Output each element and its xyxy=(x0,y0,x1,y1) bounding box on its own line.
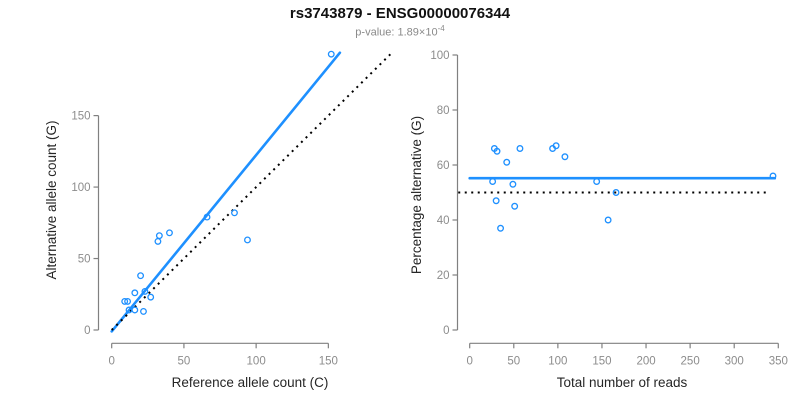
y-axis-tick-label: 150 xyxy=(71,111,90,123)
x-axis-tick-label: 250 xyxy=(681,355,700,367)
y-axis-tick-label: 40 xyxy=(437,215,450,227)
data-point xyxy=(231,209,238,217)
x-axis-tick-label: 200 xyxy=(636,355,655,367)
y-axis-tick-label: 50 xyxy=(78,254,91,266)
data-point xyxy=(131,289,139,297)
data-point xyxy=(327,50,335,58)
data-point xyxy=(489,178,497,185)
data-point xyxy=(140,307,147,315)
x-axis-tick-label: 50 xyxy=(507,355,520,367)
x-axis-title: Reference allele count (C) xyxy=(172,375,329,390)
data-point xyxy=(203,213,211,221)
y-axis-tick-label: 60 xyxy=(437,160,450,172)
identity-line xyxy=(110,53,392,331)
x-axis-tick-label: 0 xyxy=(108,355,114,367)
data-point xyxy=(124,297,132,305)
y-axis-tick-label: 0 xyxy=(84,325,90,337)
x-axis-tick-label: 100 xyxy=(247,355,266,367)
pvalue-text: p-value: 1.89×10 xyxy=(355,26,438,39)
data-point xyxy=(155,232,163,240)
data-point xyxy=(154,237,162,245)
data-point xyxy=(503,158,511,166)
data-point xyxy=(769,172,777,180)
data-point xyxy=(166,229,173,237)
data-point xyxy=(497,224,505,232)
data-point xyxy=(552,142,560,150)
x-axis-tick-label: 150 xyxy=(592,355,611,367)
data-point xyxy=(509,180,517,188)
y-axis-tick-label: 20 xyxy=(437,270,450,282)
figure-title: rs3743879 - ENSG00000076344 xyxy=(289,5,511,22)
allele-counts-scatter: 0 50 100 150 0 50 100 150 Reference allele count… xyxy=(44,50,392,390)
y-axis-tick-label: 100 xyxy=(430,50,449,62)
data-point xyxy=(147,293,155,301)
data-point xyxy=(561,153,569,161)
y-axis-tick-label: 0 xyxy=(443,325,449,337)
data-point xyxy=(612,189,620,196)
y-axis-title: Alternative allele count (G) xyxy=(44,120,59,279)
y-axis-title: Percentage alternative (G) xyxy=(409,116,424,274)
pvalue-exponent: -4 xyxy=(437,24,445,33)
fit-line xyxy=(110,51,342,333)
data-point xyxy=(137,272,145,280)
x-axis-tick-label: 350 xyxy=(769,355,788,367)
y-axis-tick-label: 100 xyxy=(71,182,90,194)
x-axis-tick-label: 300 xyxy=(725,355,744,367)
percentage-vs-coverage-scatter: 0 20 40 60 80 100 0 50 100 150 200 250 300 350 Total n… xyxy=(409,50,788,390)
data-point xyxy=(244,236,251,244)
data-point xyxy=(121,297,129,305)
x-axis-title: Total number of reads xyxy=(557,375,688,390)
x-axis-tick-label: 0 xyxy=(466,355,472,367)
data-point xyxy=(131,306,139,314)
data-point xyxy=(593,178,601,185)
y-axis-tick-label: 80 xyxy=(437,105,450,117)
x-axis-tick-label: 100 xyxy=(548,355,567,367)
x-axis-tick-label: 150 xyxy=(319,355,338,367)
data-point xyxy=(492,197,500,205)
pvalue-subtitle: p-value: 1.89×10-4 xyxy=(0,24,800,39)
data-point xyxy=(493,147,501,155)
data-point xyxy=(516,145,524,152)
x-axis-tick-label: 50 xyxy=(178,355,191,367)
data-point xyxy=(511,202,519,210)
data-point xyxy=(141,287,149,295)
data-point xyxy=(604,216,612,224)
